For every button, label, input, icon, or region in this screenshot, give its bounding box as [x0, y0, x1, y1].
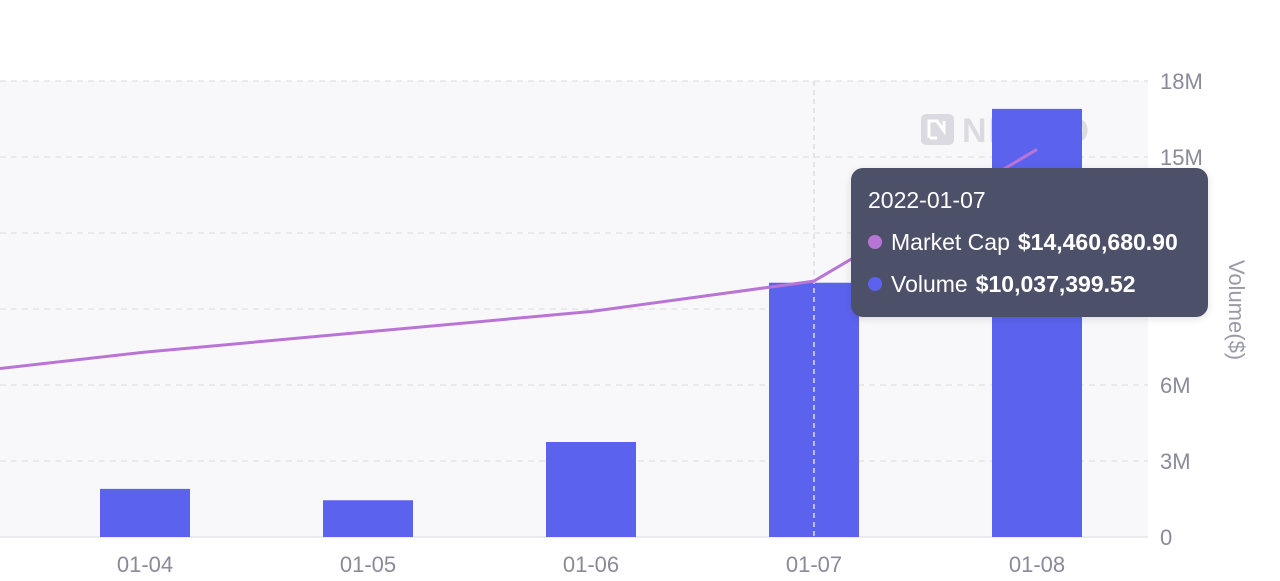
x-tick-label: 01-08: [1009, 552, 1065, 577]
y-tick-label: 6M: [1160, 373, 1191, 398]
x-tick-label: 01-04: [117, 552, 173, 577]
tooltip-series-value: $10,037,399.52: [975, 271, 1136, 297]
volume-bar[interactable]: [323, 500, 413, 537]
tooltip-row-market-cap: Market Cap $14,460,680.90: [868, 228, 1208, 256]
tooltip-series-name: Market Cap: [891, 229, 1010, 255]
x-tick-label: 01-05: [340, 552, 396, 577]
y-axis-tick-labels: 0 3M 6M 15M 18M: [1160, 69, 1203, 550]
nftgo-logo-mark: [927, 119, 946, 140]
nftgo-logo-icon: [921, 114, 954, 145]
x-tick-label: 01-07: [786, 552, 842, 577]
tooltip-series-value: $14,460,680.90: [1017, 229, 1178, 255]
y-axis-title: Volume($): [1224, 260, 1249, 360]
y-tick-label: 15M: [1160, 145, 1203, 170]
market-cap-dot-icon: [868, 235, 882, 249]
y-tick-label: 3M: [1160, 449, 1191, 474]
tooltip-date: 2022-01-07: [868, 187, 986, 213]
chart-tooltip: 2022-01-07 Market Cap $14,460,680.90 Vol…: [851, 168, 1208, 317]
y-tick-label: 18M: [1160, 69, 1203, 94]
volume-dot-icon: [868, 277, 882, 291]
y-tick-label: 0: [1160, 525, 1172, 550]
x-tick-label: 01-06: [563, 552, 619, 577]
tooltip-series-name: Volume: [891, 271, 968, 297]
tooltip-row-volume: Volume $10,037,399.52: [868, 270, 1208, 298]
volume-bar[interactable]: [100, 488, 190, 537]
volume-bar[interactable]: [546, 442, 636, 537]
x-axis-tick-labels: 01-04 01-05 01-06 01-07 01-08: [117, 552, 1065, 577]
